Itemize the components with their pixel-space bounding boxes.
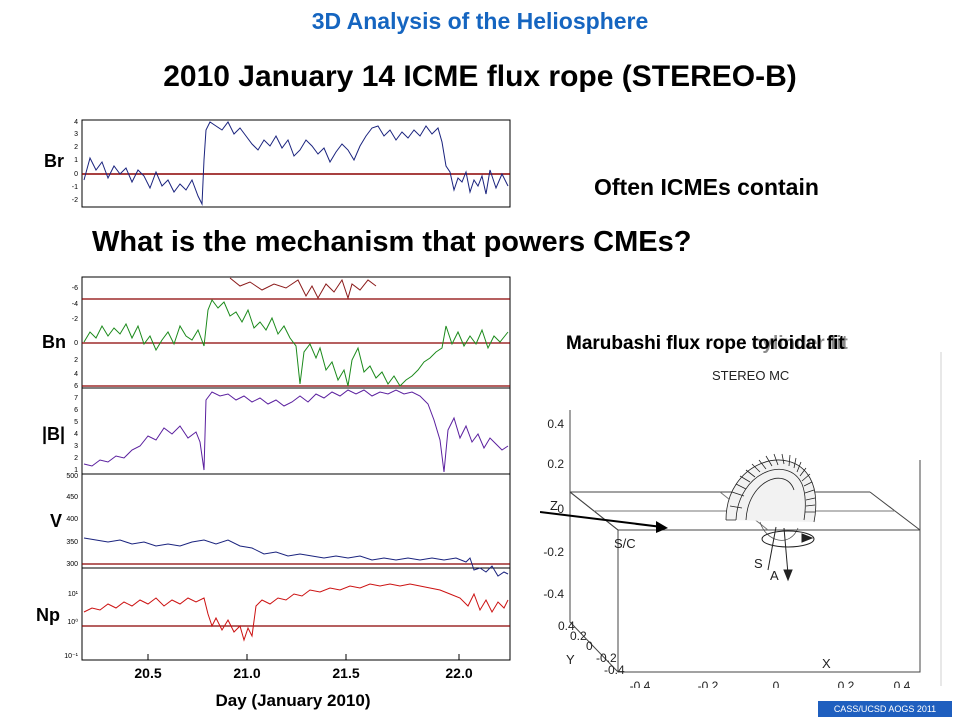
x-axis-label: Day (January 2010) bbox=[216, 691, 371, 710]
z-tick: 0 bbox=[557, 502, 564, 516]
x-tick: 0.2 bbox=[838, 679, 855, 688]
br-y-ticks: 4 3 2 1 0 -1 -2 bbox=[72, 119, 78, 204]
np-y-ticks: 10¹ 10⁰ 10⁻¹ bbox=[64, 591, 78, 660]
b-tick: 4 bbox=[74, 431, 78, 438]
y-tick: 0 bbox=[586, 639, 593, 653]
footer-badge: CASS/UCSD AOGS 2011 bbox=[818, 701, 952, 717]
z-ticks: 0.4 0.2 0 -0.2 -0.4 bbox=[543, 417, 564, 601]
b-label: |B| bbox=[42, 424, 65, 444]
v-tick: 450 bbox=[66, 494, 78, 501]
x-tick: 0.4 bbox=[894, 679, 911, 688]
br-series bbox=[83, 121, 509, 206]
s-label: S bbox=[754, 556, 763, 571]
diagram-title: STEREO MC bbox=[712, 368, 789, 383]
np-tick: 10⁰ bbox=[67, 618, 78, 626]
v-series bbox=[83, 537, 509, 577]
bn-tick: -6 bbox=[72, 285, 78, 292]
np-series bbox=[83, 583, 509, 642]
b-tick: 1 bbox=[74, 467, 78, 474]
x-tick-label: 22.0 bbox=[445, 665, 472, 681]
x-tick-label: 21.5 bbox=[332, 665, 359, 681]
v-y-ticks: 500 450 400 350 300 bbox=[66, 473, 78, 568]
b-series bbox=[83, 389, 509, 473]
v-tick: 500 bbox=[66, 473, 78, 480]
y-ticks: 0.4 0.2 0 -0.2 -0.4 bbox=[558, 619, 625, 677]
x-tick-label: 21.0 bbox=[233, 665, 260, 681]
fit-caption-toroidal: Marubashi flux rope toroidal fit bbox=[566, 333, 845, 354]
np-tick: 10¹ bbox=[68, 591, 79, 598]
rotation-glyph bbox=[761, 526, 815, 582]
z-tick: -0.2 bbox=[543, 545, 564, 559]
bn-tick: 2 bbox=[74, 357, 78, 364]
br-tick: 3 bbox=[74, 131, 78, 138]
x-ticks: -0.4 -0.2 0 0.2 0.4 bbox=[630, 679, 911, 688]
lower-frame bbox=[81, 276, 511, 661]
insitu-chart: 4 3 2 1 0 -1 -2 -6 -4 -2 0 2 4 6 bbox=[36, 119, 511, 710]
x-tick: -0.2 bbox=[698, 679, 719, 688]
br-tick: 4 bbox=[74, 119, 78, 126]
br-label: Br bbox=[44, 151, 64, 171]
br-tick: 1 bbox=[74, 157, 78, 164]
b-tick: 5 bbox=[74, 419, 78, 426]
bn-tick: 0 bbox=[74, 340, 78, 347]
y-tick: -0.2 bbox=[596, 651, 617, 665]
br-panel: 4 3 2 1 0 -1 -2 bbox=[72, 119, 511, 208]
z-tick: 0.4 bbox=[547, 417, 564, 431]
bn-tick: -4 bbox=[72, 301, 78, 308]
bt-partial-series bbox=[229, 277, 377, 300]
y-axis-label: Y bbox=[566, 652, 575, 667]
overlay-text: Often ICMEs contain bbox=[594, 174, 819, 200]
lower-panels: -6 -4 -2 0 2 4 6 7 6 5 4 3 2 1 500 450 4… bbox=[64, 276, 511, 710]
x-tick-labels: 20.5 21.0 21.5 22.0 bbox=[134, 665, 472, 681]
v-tick: 350 bbox=[66, 539, 78, 546]
np-tick: 10⁻¹ bbox=[64, 653, 78, 660]
br-tick: -1 bbox=[72, 184, 78, 191]
b-tick: 6 bbox=[74, 407, 78, 414]
x-tick-marks bbox=[147, 654, 460, 660]
v-label: V bbox=[50, 511, 62, 531]
bn-series bbox=[83, 298, 509, 387]
sc-label: S/C bbox=[614, 536, 636, 551]
v-tick: 300 bbox=[66, 561, 78, 568]
x-tick-label: 20.5 bbox=[134, 665, 161, 681]
bn-y-ticks: -6 -4 -2 0 2 4 6 bbox=[72, 285, 78, 390]
bn-tick: 4 bbox=[74, 371, 78, 378]
z-axis-label: Z bbox=[550, 498, 558, 513]
b-tick: 2 bbox=[74, 455, 78, 462]
br-tick: -2 bbox=[72, 197, 78, 204]
panel-labels: Br Bn |B| V Np bbox=[36, 151, 66, 625]
br-frame bbox=[81, 119, 511, 208]
flux-rope-torus bbox=[725, 453, 817, 541]
x-axis-label: X bbox=[822, 656, 831, 671]
sc-arrow bbox=[540, 511, 668, 533]
x-tick: -0.4 bbox=[630, 679, 651, 688]
b-y-ticks: 7 6 5 4 3 2 1 bbox=[74, 395, 78, 474]
b-tick: 7 bbox=[74, 395, 78, 402]
bn-tick: 6 bbox=[74, 383, 78, 390]
b-tick: 3 bbox=[74, 443, 78, 450]
y-tick: 0.4 bbox=[558, 619, 575, 633]
a-label: A bbox=[770, 568, 779, 583]
bn-label: Bn bbox=[42, 332, 66, 352]
br-tick: 0 bbox=[74, 171, 78, 178]
question-text: What is the mechanism that powers CMEs? bbox=[92, 226, 692, 258]
z-tick: -0.4 bbox=[543, 587, 564, 601]
y-tick: 0.2 bbox=[570, 629, 587, 643]
np-label: Np bbox=[36, 605, 60, 625]
flux-rope-diagram: STEREO MC 0.4 0.2 0 -0.2 -0.4 Z 0.4 0.2 … bbox=[540, 352, 942, 688]
fit-caption-cylinder: Marubashi flux rope cylinder fit bbox=[566, 333, 848, 354]
y-tick: -0.4 bbox=[604, 663, 625, 677]
z-tick: 0.2 bbox=[547, 457, 564, 471]
bn-tick: -2 bbox=[72, 316, 78, 323]
v-tick: 400 bbox=[66, 516, 78, 523]
page-header: 3D Analysis of the Heliosphere bbox=[311, 8, 649, 34]
br-tick: 2 bbox=[74, 144, 78, 151]
x-tick: 0 bbox=[773, 679, 780, 688]
slide-title: 2010 January 14 ICME flux rope (STEREO-B… bbox=[163, 60, 797, 93]
